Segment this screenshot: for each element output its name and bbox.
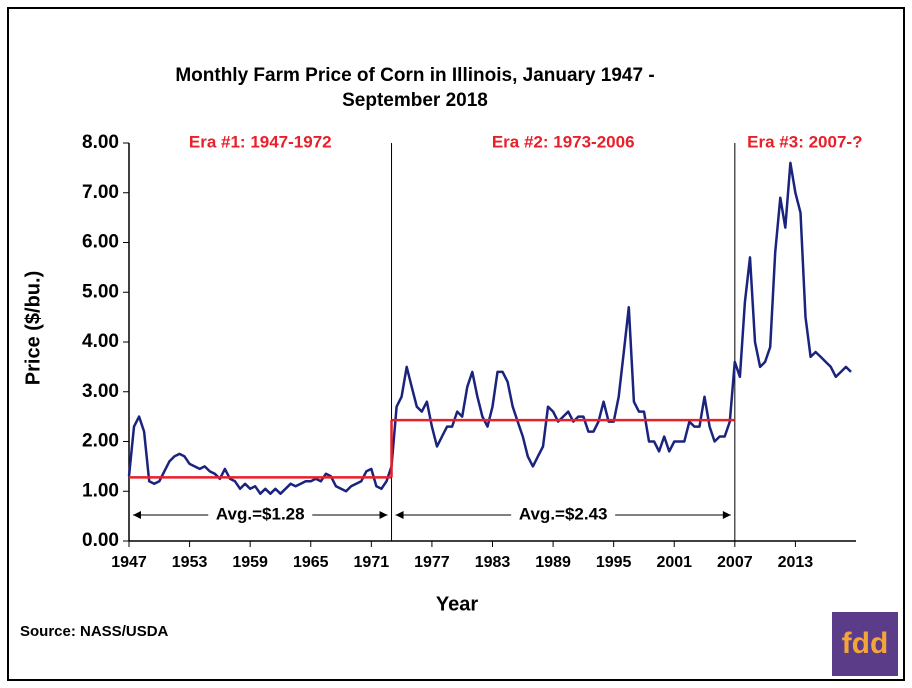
y-axis-label: Price ($/bu.) xyxy=(22,271,44,385)
x-tick-label: 1965 xyxy=(293,554,329,571)
x-tick-label: 2001 xyxy=(656,554,692,571)
x-tick-label: 1995 xyxy=(596,554,632,571)
era-label: Era #1: 1947-1972 xyxy=(189,132,332,151)
x-tick-label: 1953 xyxy=(172,554,208,571)
x-tick-label: 1977 xyxy=(414,554,450,571)
y-tick-label: 8.00 xyxy=(82,132,119,153)
x-tick-label: 1947 xyxy=(111,554,147,571)
era-label: Era #2: 1973-2006 xyxy=(492,132,635,151)
arrow-head xyxy=(395,511,404,519)
avg-label: Avg.=$1.28 xyxy=(216,504,305,523)
frame xyxy=(7,7,905,681)
y-tick-label: 0.00 xyxy=(82,530,119,551)
y-tick-label: 7.00 xyxy=(82,182,119,203)
x-tick-label: 1971 xyxy=(354,554,390,571)
y-tick-label: 4.00 xyxy=(82,331,119,352)
y-tick-label: 5.00 xyxy=(82,281,119,302)
source-note: Source: NASS/USDA xyxy=(20,623,169,640)
y-tick-label: 1.00 xyxy=(82,480,119,501)
y-tick-label: 3.00 xyxy=(82,381,119,402)
label-bg xyxy=(208,504,313,526)
logo: fdd xyxy=(842,627,889,660)
arrow-head xyxy=(133,511,141,519)
x-axis-label: Year xyxy=(436,593,478,615)
x-tick-label: 2013 xyxy=(778,554,814,571)
chart-title: Monthly Farm Price of Corn in Illinois, … xyxy=(175,65,654,86)
y-tick-label: 6.00 xyxy=(82,232,119,253)
x-tick-label: 1959 xyxy=(232,554,268,571)
logo-box xyxy=(832,612,898,676)
label-bg xyxy=(511,504,616,526)
arrow-head xyxy=(379,511,388,519)
arrow-head xyxy=(722,511,731,519)
price-line xyxy=(127,161,852,495)
avg-label: Avg.=$2.43 xyxy=(519,504,608,523)
x-tick-label: 1983 xyxy=(475,554,511,571)
x-tick-label: 2007 xyxy=(717,554,753,571)
chart-title: September 2018 xyxy=(342,90,488,111)
x-tick-label: 1989 xyxy=(535,554,571,571)
y-tick-label: 2.00 xyxy=(82,431,119,452)
era-label: Era #3: 2007-? xyxy=(747,132,862,151)
